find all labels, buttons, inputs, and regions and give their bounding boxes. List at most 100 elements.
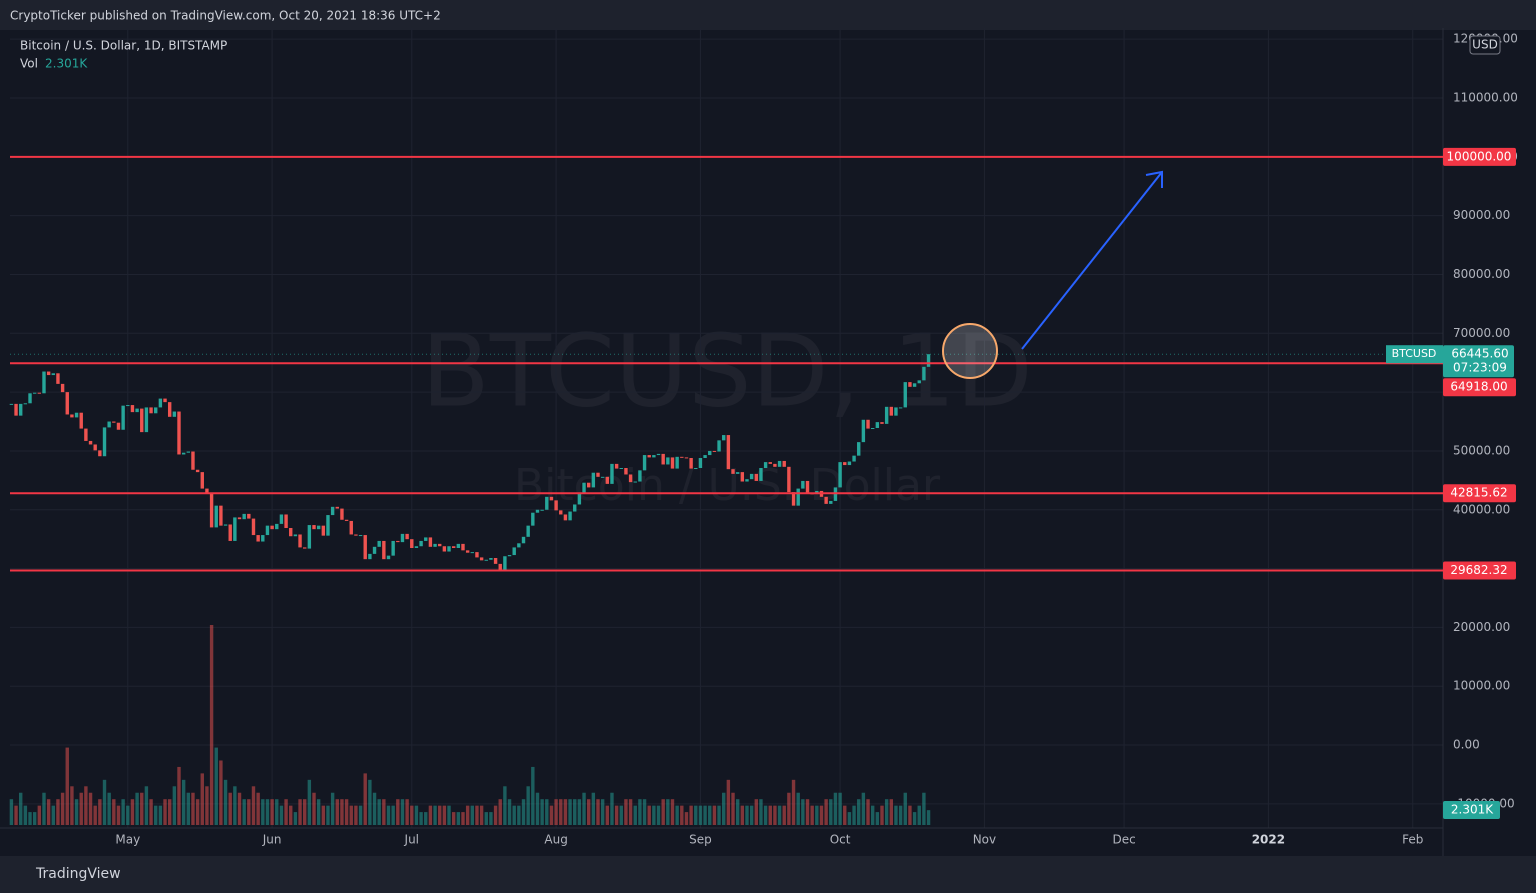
candle-body (838, 462, 842, 488)
volume-bar (84, 786, 88, 825)
volume-bar (223, 779, 228, 825)
candle-body (722, 435, 726, 441)
volume-bar (717, 805, 721, 825)
candle-body (242, 513, 246, 520)
volume-bar (405, 799, 409, 825)
candle-body (628, 474, 633, 483)
x-tick-label: Aug (544, 833, 567, 847)
candle-body (167, 402, 172, 417)
volume-bar (638, 799, 642, 825)
volume-bar (102, 779, 107, 825)
volume-bar (330, 792, 335, 825)
candle-body (275, 523, 279, 530)
currency-label[interactable]: USD (1472, 38, 1498, 52)
candle-body (270, 525, 274, 530)
volume-bar (219, 760, 223, 825)
volume-bar (633, 805, 637, 825)
candle-body (428, 537, 433, 547)
candle-body (526, 525, 530, 537)
volume-bar (456, 812, 461, 825)
volume-bar (321, 805, 326, 825)
candle-body (652, 455, 656, 458)
candle-body (712, 450, 717, 452)
volume-bar (60, 792, 65, 825)
candle-body (870, 428, 875, 429)
volume-bar (484, 812, 488, 825)
candle-body (475, 552, 479, 558)
candle-body (735, 472, 740, 474)
candle-body (624, 468, 628, 475)
volume-badge-label: 2.301K (1451, 803, 1494, 817)
candle-body (605, 476, 610, 484)
candle-body (237, 517, 242, 520)
candle-body (852, 455, 856, 462)
trend-arrow (1021, 171, 1163, 350)
volume-bar (382, 799, 386, 825)
candle-body (708, 450, 712, 456)
y-tick-label: 40000.00 (1453, 502, 1510, 516)
volume-bar (801, 799, 805, 825)
candle-body (470, 552, 475, 554)
currency-badge[interactable] (1469, 35, 1501, 55)
volume-bar (791, 779, 796, 825)
header-bar (0, 0, 1536, 30)
candle-body (484, 559, 488, 561)
candle-body (56, 373, 60, 384)
volume-bar (112, 799, 116, 825)
volume-bar (749, 805, 754, 825)
candle-body (140, 408, 144, 433)
volume-bar (410, 805, 414, 825)
candle-body (372, 546, 377, 554)
candle-body (9, 403, 14, 405)
volume-bar (829, 799, 833, 825)
volume-bar (56, 799, 60, 825)
candle-body (512, 547, 516, 556)
volume-bar (335, 799, 339, 825)
volume-bar (237, 792, 242, 825)
candle-body (307, 525, 312, 549)
volume-bar (303, 799, 307, 825)
volume-bar (652, 805, 656, 825)
volume-bar (810, 805, 814, 825)
volume-bar (875, 812, 880, 825)
candle-body (181, 452, 186, 455)
volume-bar (526, 786, 530, 825)
volume-bar (32, 812, 37, 825)
candle-body (531, 512, 535, 526)
x-tick-label: Jun (262, 833, 282, 847)
candle-body (796, 488, 800, 506)
candle-body (908, 382, 912, 387)
candle-body (154, 407, 158, 414)
volume-bar (163, 799, 167, 825)
candle-body (396, 540, 400, 543)
candle-body (573, 504, 577, 512)
price-badge (1443, 345, 1514, 378)
candle-body (559, 510, 563, 515)
volume-bar (438, 805, 442, 825)
volume-bar (293, 812, 298, 825)
candle-body (521, 536, 526, 544)
volume-bar (107, 792, 111, 825)
candle-body (442, 546, 447, 552)
volume-bar (247, 799, 251, 825)
candle-body (130, 405, 135, 413)
candle-body (773, 463, 777, 467)
volume-bar (200, 773, 204, 825)
volume-bar (316, 799, 321, 825)
candle-body (535, 509, 540, 513)
volume-bar (144, 786, 149, 825)
candle-body (857, 442, 861, 456)
volume-bar (712, 805, 717, 825)
candle-body (60, 383, 65, 393)
volume-bar (46, 799, 51, 825)
candle-body (219, 505, 223, 526)
y-tick-label: 70000.00 (1453, 326, 1510, 340)
brand[interactable]: TradingView (35, 866, 121, 882)
volume-bar (363, 773, 367, 825)
candle-body (223, 524, 228, 526)
volume-bar (694, 805, 698, 825)
candle-body (656, 453, 661, 456)
candle-body (256, 535, 260, 542)
candle-body (112, 421, 116, 423)
